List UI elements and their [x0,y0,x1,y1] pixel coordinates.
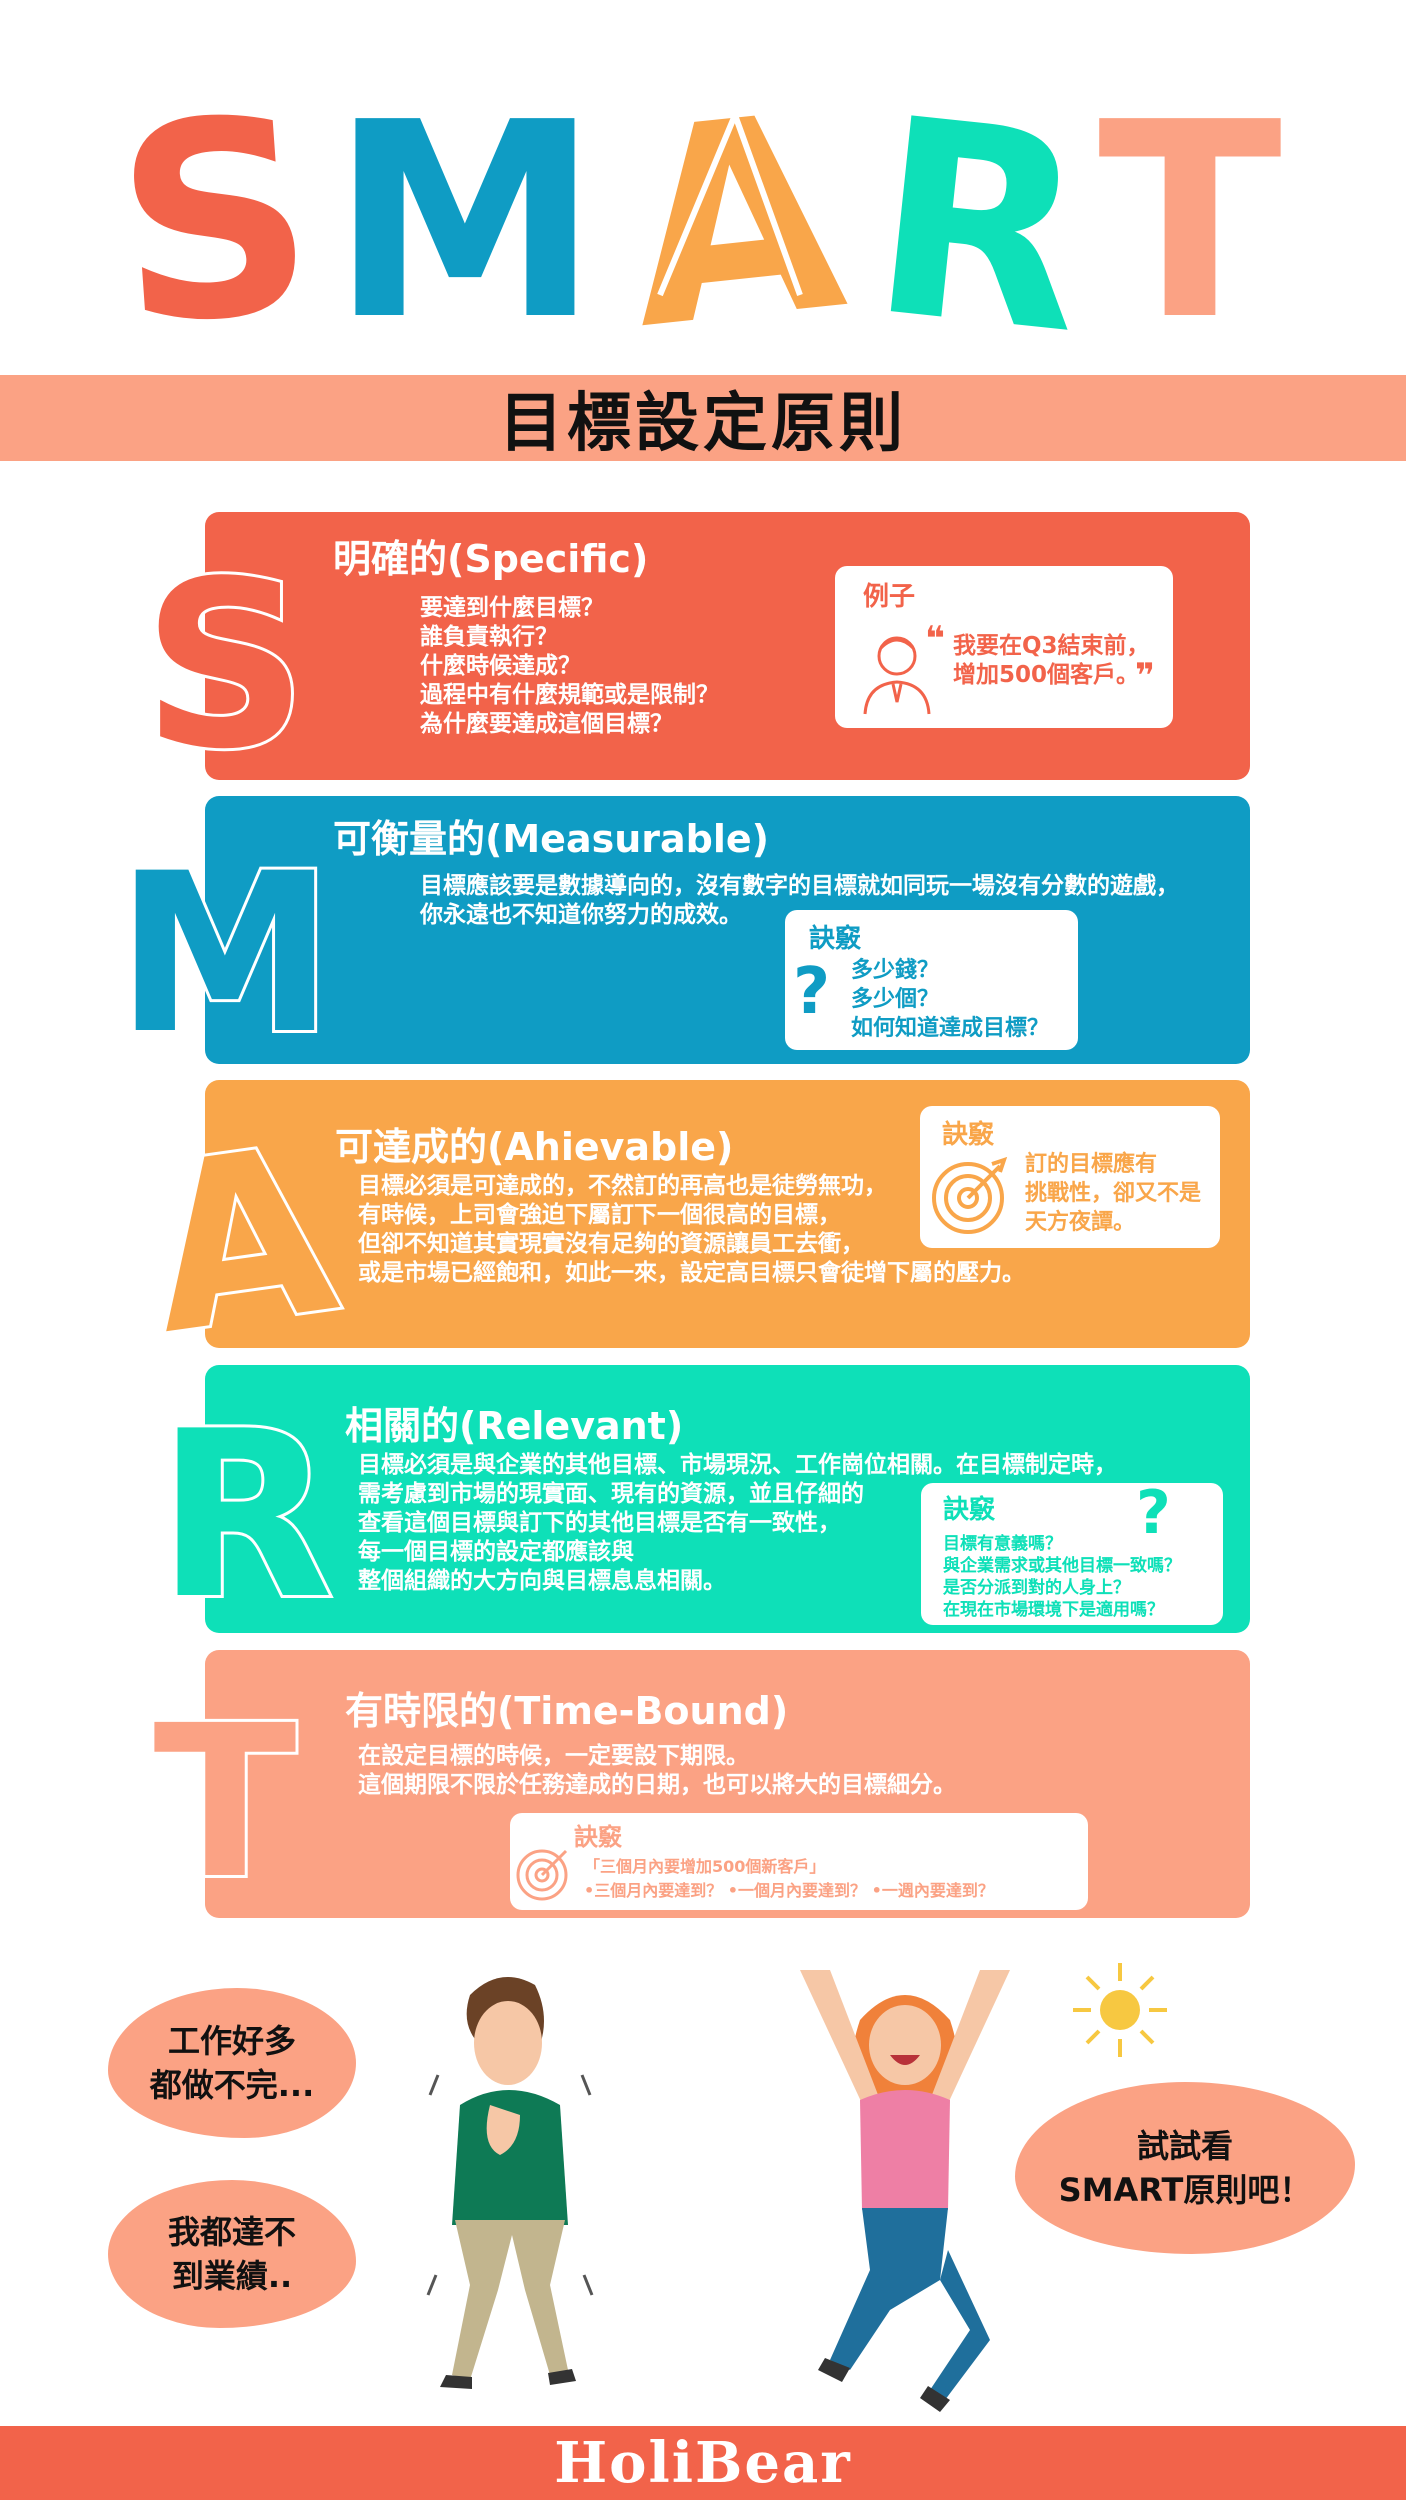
speech-bubble-busy: 工作好多 都做不完... [108,1988,356,2138]
svg-text:S: S [142,540,308,770]
title-letter-m: M [331,70,600,340]
quote-open-icon: ❝ [925,619,945,659]
box-label: 訣竅 [809,924,862,954]
card-body: 目標必須是可達成的，不然訂的再高也是徒勞無功， 有時候，上司會強迫下屬訂下一個很… [358,1173,1025,1286]
big-letter-a: A [133,1110,350,1340]
happy-woman-illustration [800,1970,1010,2412]
question-mark-icon: ? [1136,1478,1171,1548]
example-box: 例子 ❝ 我要在Q3結束前， 增加500個客戶。 ❞ [835,566,1173,728]
box-label: 例子 [863,582,916,612]
tip-lines: 訂的目標應有 挑戰性，卻又不是 天方夜譚。 [1025,1152,1202,1235]
tip-box: 訣竅 「三個月內要增加500個新客戶」 •三個月內要達到？ •一個月內要達到？ … [510,1813,1088,1910]
brand-logo: HoliBear [554,2430,852,2496]
card-title: 可衡量的(Measurable) [333,817,770,861]
speech-bubble-sales: 我都達不 到業績.. [108,2180,356,2328]
smart-title: S M A R T [0,54,1406,394]
subtitle-band: 目標設定原則 [0,375,1406,461]
quote-close-icon: ❞ [1135,656,1155,696]
title-letter-s: S [107,70,323,340]
tip-lines: 目標有意義嗎？ 與企業需求或其他目標一致嗎？ 是否分派到對的人身上？ 在現在市場… [943,1534,1181,1620]
target-icon [932,1156,1008,1234]
title-a-accent [657,106,803,297]
card-title: 可達成的(Ahievable) [335,1125,734,1169]
stressed-man-illustration [426,1977,594,2389]
question-mark-icon: ? [793,955,831,1029]
businessman-icon [863,636,931,715]
svg-text:A: A [136,1110,349,1340]
tip-box: 訣竅 ? 多少錢？ 多少個？ 如何知道達成目標？ [785,910,1078,1050]
box-label: 訣竅 [574,1823,622,1851]
card-body: 目標應該要是數據導向的，沒有數字的目標就如同玩一場沒有分數的遊戲， 你永遠也不知… [420,873,1179,928]
card-relevant: 相關的(Relevant) 目標必須是與企業的其他目標、市場現況、工作崗位相關。… [205,1365,1250,1633]
card-measurable: 可衡量的(Measurable) 目標應該要是數據導向的，沒有數字的目標就如同玩… [205,796,1250,1064]
subtitle: 目標設定原則 [499,387,907,461]
card-body: 要達到什麼目標？ 誰負責執行？ 什麼時候達成？ 過程中有什麼規範或是限制？ 為什… [420,595,719,737]
big-letter-r: R [153,1385,336,1615]
card-body: 目標必須是與企業的其他目標、市場現況、工作崗位相關。在目標制定時， 需考慮到市場… [358,1452,1117,1594]
card-title: 相關的(Relevant) [345,1404,684,1448]
tip-box: 訣竅 ? 目標有意義嗎？ 與企業需求或其他目標一致嗎？ 是否分派到對的人身上？ … [921,1483,1223,1625]
card-specific: 明確的(Specific) 要達到什麼目標？ 誰負責執行？ 什麼時候達成？ 過程… [205,512,1250,780]
speech-bubble-try-smart: 試試看 SMART原則吧！ [1015,2082,1355,2254]
title-letter-t: T [1098,70,1284,340]
big-letter-m: M [115,835,335,1055]
box-label: 訣竅 [942,1120,995,1150]
card-achievable: 可達成的(Ahievable) 目標必須是可達成的，不然訂的再高也是徒勞無功， … [205,1080,1250,1348]
svg-text:R: R [156,1385,333,1615]
sun-icon [1073,1963,1167,2057]
svg-text:T: T [153,1680,296,1890]
tip-lines: 「三個月內要增加500個新客戶」 •三個月內要達到？ •一個月內要達到？ •一週… [584,1857,994,1900]
tip-box: 訣竅 訂的目標應有 挑戰性，卻又不是 天方夜譚。 [920,1106,1220,1248]
footer-bar: HoliBear [0,2426,1406,2500]
card-time-bound: 有時限的(Time-Bound) 在設定目標的時候，一定要設下期限。 這個期限不… [205,1650,1250,1918]
card-title: 明確的(Specific) [333,537,649,581]
target-icon [516,1849,568,1901]
big-letter-s: S [140,540,310,770]
card-body: 在設定目標的時候，一定要設下期限。 這個期限不限於任務達成的日期，也可以將大的目… [358,1743,956,1798]
card-title: 有時限的(Time-Bound) [345,1689,789,1733]
tip-lines: 多少錢？ 多少個？ 如何知道達成目標？ [851,958,1050,1041]
svg-text:M: M [116,835,335,1055]
smart-title-letters: S M A R T [107,54,1284,394]
big-letter-t: T [150,1680,299,1890]
box-label: 訣竅 [943,1495,996,1525]
title-letter-r: R [859,70,1099,340]
quote-text: 我要在Q3結束前， 增加500個客戶。 [953,633,1150,688]
